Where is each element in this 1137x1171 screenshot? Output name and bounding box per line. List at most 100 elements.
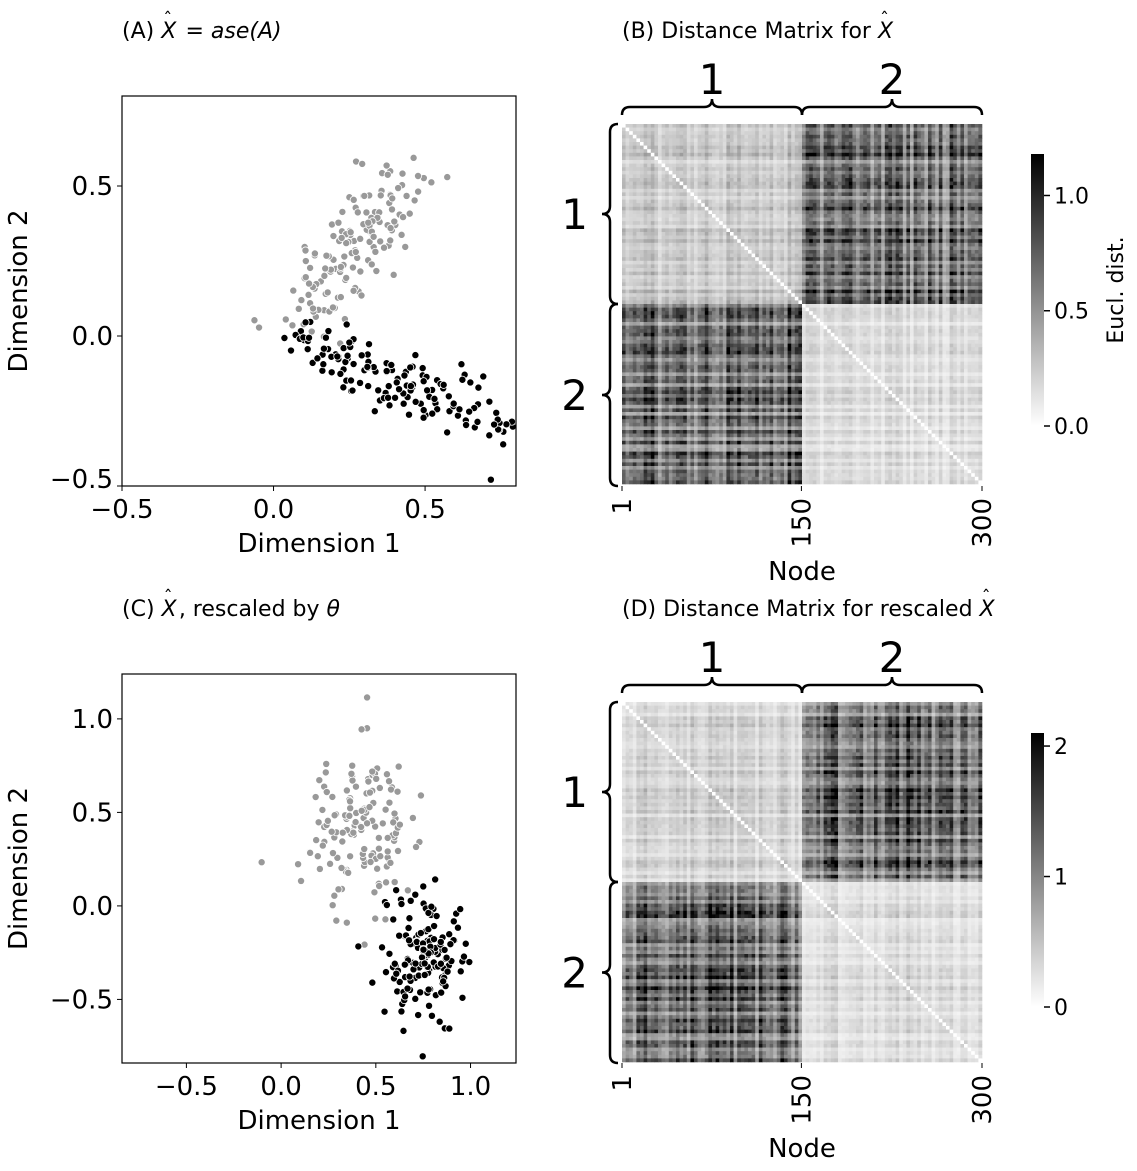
heatmap-cell xyxy=(686,178,691,182)
heatmap-cell xyxy=(971,224,976,229)
heatmap-cell xyxy=(622,174,626,179)
heatmap-cell xyxy=(805,221,810,226)
heatmap-cell xyxy=(852,214,857,218)
heatmap-cell xyxy=(787,264,792,269)
heatmap-cell xyxy=(672,217,677,222)
heatmap-cell xyxy=(899,192,904,197)
heatmap-cell xyxy=(935,134,940,139)
heatmap-cell xyxy=(769,178,774,182)
heatmap-cell xyxy=(694,203,698,208)
heatmap-cell xyxy=(956,178,961,182)
heatmap-cell xyxy=(856,142,860,146)
heatmap-cell xyxy=(737,142,742,146)
heatmap-cell xyxy=(730,268,734,272)
heatmap-cell xyxy=(895,149,900,154)
data-point xyxy=(301,257,310,266)
heatmap-cell xyxy=(834,124,839,128)
heatmap-cell xyxy=(938,260,943,265)
heatmap-cell xyxy=(863,138,868,143)
heatmap-cell xyxy=(773,149,778,154)
y-axis-label: Dimension 2 xyxy=(4,209,34,372)
heatmap-cell xyxy=(722,232,727,236)
heatmap-cell xyxy=(870,264,875,269)
heatmap-cell xyxy=(820,127,824,132)
data-point xyxy=(311,793,320,802)
heatmap-cell xyxy=(798,192,803,197)
heatmap-cell xyxy=(809,214,814,218)
heatmap-cell xyxy=(863,210,868,215)
heatmap-cell xyxy=(924,152,929,157)
heatmap-cell xyxy=(838,188,842,193)
heatmap-cell xyxy=(726,199,731,204)
heatmap-cell xyxy=(622,156,626,161)
heatmap-cell xyxy=(924,199,929,204)
heatmap-cell xyxy=(722,253,727,258)
heatmap-cell xyxy=(888,264,893,269)
heatmap-cell xyxy=(697,257,702,262)
heatmap-cell xyxy=(812,188,817,193)
heatmap-cell xyxy=(931,264,936,269)
heatmap-cell xyxy=(794,228,799,233)
heatmap-cell xyxy=(726,181,731,186)
heatmap-cell xyxy=(640,206,644,211)
heatmap-cell xyxy=(899,214,904,218)
heatmap-cell xyxy=(974,268,979,272)
heatmap-cell xyxy=(845,257,850,262)
heatmap-cell xyxy=(820,228,824,233)
heatmap-cell xyxy=(859,134,864,139)
heatmap-cell xyxy=(661,264,666,269)
heatmap-cell xyxy=(672,163,677,168)
heatmap-cell xyxy=(967,199,972,204)
heatmap-cell xyxy=(974,178,979,182)
heatmap-cell xyxy=(920,149,925,154)
heatmap-cell xyxy=(823,275,828,280)
data-point xyxy=(453,923,462,932)
heatmap-cell xyxy=(910,178,914,182)
heatmap-cell xyxy=(881,232,886,236)
heatmap-cell xyxy=(960,214,965,218)
heatmap-cell xyxy=(683,181,688,186)
heatmap-cell xyxy=(769,239,774,244)
heatmap-cell xyxy=(964,271,968,276)
heatmap-cell xyxy=(812,142,817,146)
heatmap-cell xyxy=(899,250,904,254)
data-point xyxy=(323,288,332,297)
heatmap-cell xyxy=(683,145,688,150)
heatmap-cell xyxy=(647,203,652,208)
data-point xyxy=(436,937,445,946)
data-point xyxy=(479,372,488,381)
heatmap-cell xyxy=(877,264,882,269)
heatmap-cell xyxy=(712,188,716,193)
heatmap-cell xyxy=(863,250,868,254)
heatmap-cell xyxy=(884,221,889,226)
heatmap-cell xyxy=(838,185,842,190)
heatmap-cell xyxy=(953,264,958,269)
heatmap-cell xyxy=(863,160,868,164)
heatmap-cell xyxy=(960,206,965,211)
heatmap-cell xyxy=(895,199,900,204)
heatmap-cell xyxy=(665,235,670,240)
heatmap-cell xyxy=(650,152,655,157)
heatmap-cell xyxy=(863,145,868,150)
data-point xyxy=(250,316,259,325)
heatmap-cell xyxy=(647,271,652,276)
heatmap-cell xyxy=(964,138,968,143)
heatmap-cell xyxy=(625,134,630,139)
heatmap-cell xyxy=(942,210,947,215)
heatmap-cell xyxy=(679,174,684,179)
heatmap-cell xyxy=(928,152,932,157)
x-tick-label: −0.5 xyxy=(90,495,153,525)
heatmap-cell xyxy=(758,142,763,146)
data-point xyxy=(297,876,306,885)
heatmap-cell xyxy=(888,156,893,161)
heatmap-cell xyxy=(895,124,900,128)
heatmap-cell xyxy=(708,142,713,146)
heatmap-cell xyxy=(647,210,652,215)
heatmap-cell xyxy=(884,260,889,265)
heatmap-cell xyxy=(658,167,662,172)
heatmap-cell xyxy=(625,149,630,154)
heatmap-cell xyxy=(794,264,799,269)
heatmap-cell xyxy=(658,127,662,132)
heatmap-cell xyxy=(740,156,745,161)
heatmap-cell xyxy=(683,163,688,168)
